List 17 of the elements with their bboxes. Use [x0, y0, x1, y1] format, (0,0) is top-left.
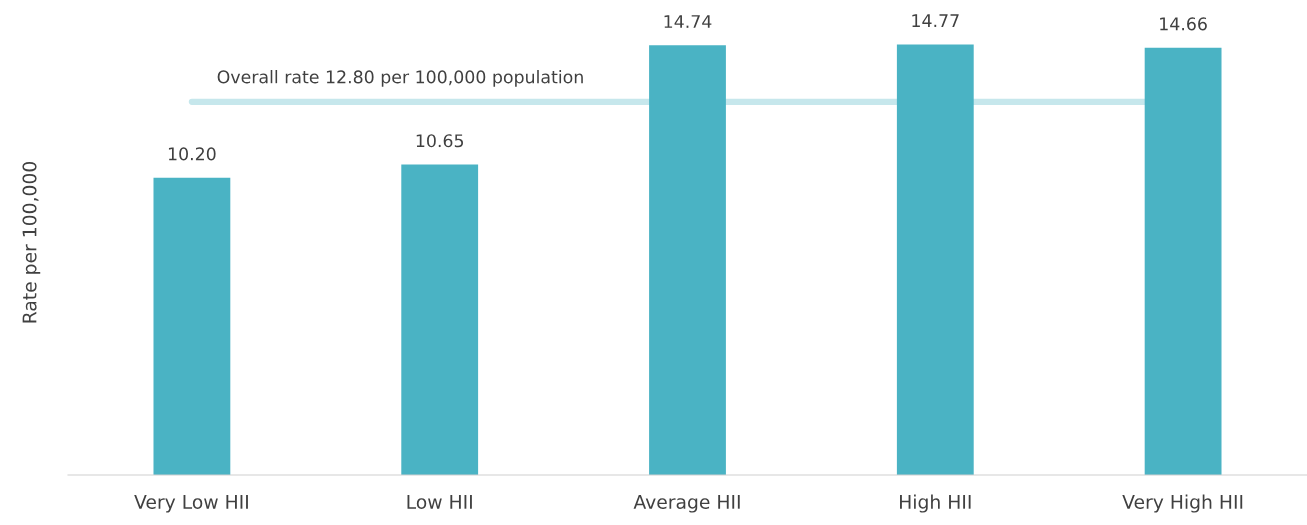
data-label: 14.77 — [912, 14, 959, 27]
data-label: 10.20 — [168, 147, 216, 161]
bar — [1144, 47, 1222, 475]
x-tick-label: Low HII — [407, 495, 472, 509]
data-label: 14.66 — [1160, 17, 1207, 31]
x-tick-label: Very High HII — [1122, 494, 1243, 513]
bar — [896, 44, 974, 475]
data-label: 14.74 — [664, 15, 712, 28]
bar — [649, 45, 726, 475]
data-label: 10.65 — [416, 134, 464, 148]
x-tick-label: High HII — [900, 494, 971, 513]
x-tick-label: Very Low HII — [134, 495, 248, 513]
x-tick-label: Average HII — [633, 495, 740, 513]
bar — [153, 177, 231, 475]
ref-line-label: Overall rate 12.80 per 100,000 population — [217, 70, 583, 87]
bar — [401, 164, 479, 475]
y-axis-title: Rate per 100,000 — [22, 161, 41, 323]
